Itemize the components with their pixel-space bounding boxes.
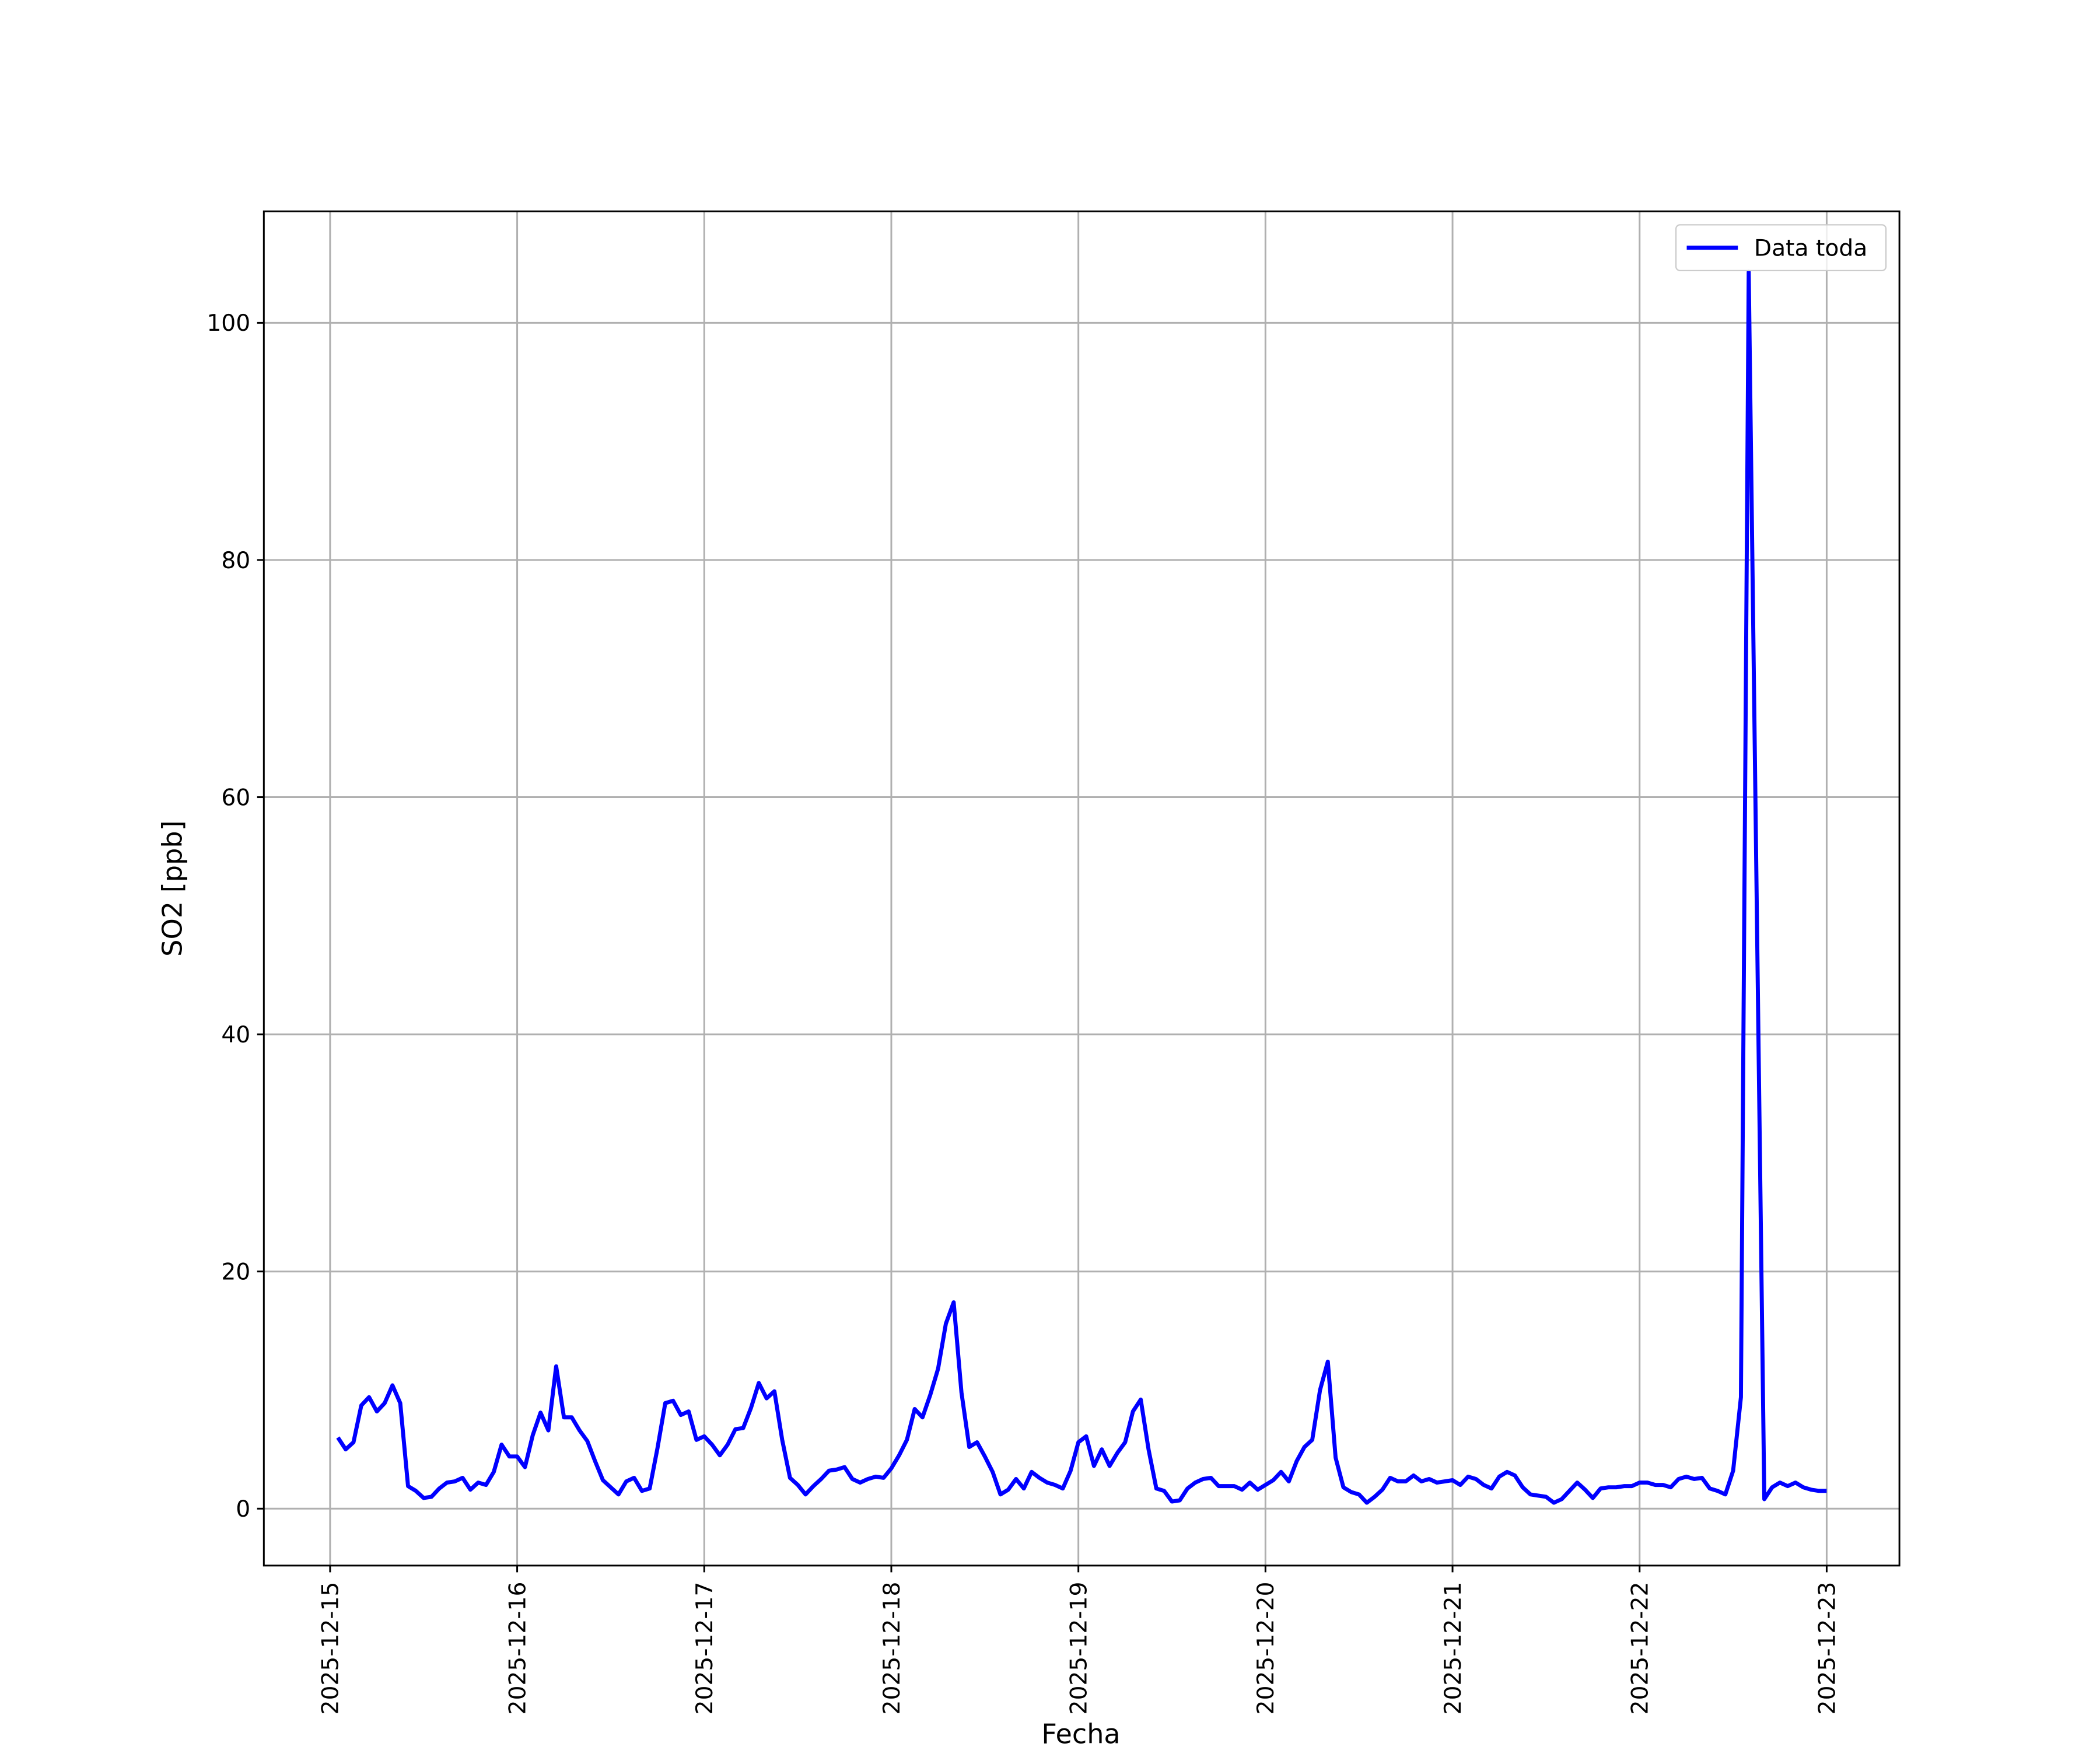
x-tick-label: 2025-12-15 [318,1582,344,1715]
x-tick-label: 2025-12-16 [505,1582,531,1715]
y-tick-label: 80 [221,548,250,574]
y-tick-label: 40 [221,1022,250,1048]
y-tick-label: 100 [206,310,250,337]
y-tick-label: 20 [221,1259,250,1286]
x-tick-label: 2025-12-17 [692,1582,718,1715]
y-axis-label: SO2 [ppb] [157,820,188,957]
x-tick-label: 2025-12-18 [879,1582,905,1715]
y-tick-label: 60 [221,785,250,811]
legend-label: Data toda [1754,235,1867,261]
x-tick-label: 2025-12-23 [1814,1582,1840,1715]
x-tick-label: 2025-12-22 [1628,1582,1654,1715]
x-tick-label: 2025-12-21 [1440,1582,1466,1715]
plot-frame [262,210,1901,1567]
y-tick-label: 0 [236,1496,250,1522]
x-axis-label: Fecha [1041,1718,1120,1749]
legend: Data toda [1675,224,1887,271]
data-line [336,270,1827,1505]
legend-box [1675,224,1887,271]
x-tick-label: 2025-12-19 [1066,1582,1093,1715]
x-tick-label: 2025-12-20 [1253,1582,1279,1715]
